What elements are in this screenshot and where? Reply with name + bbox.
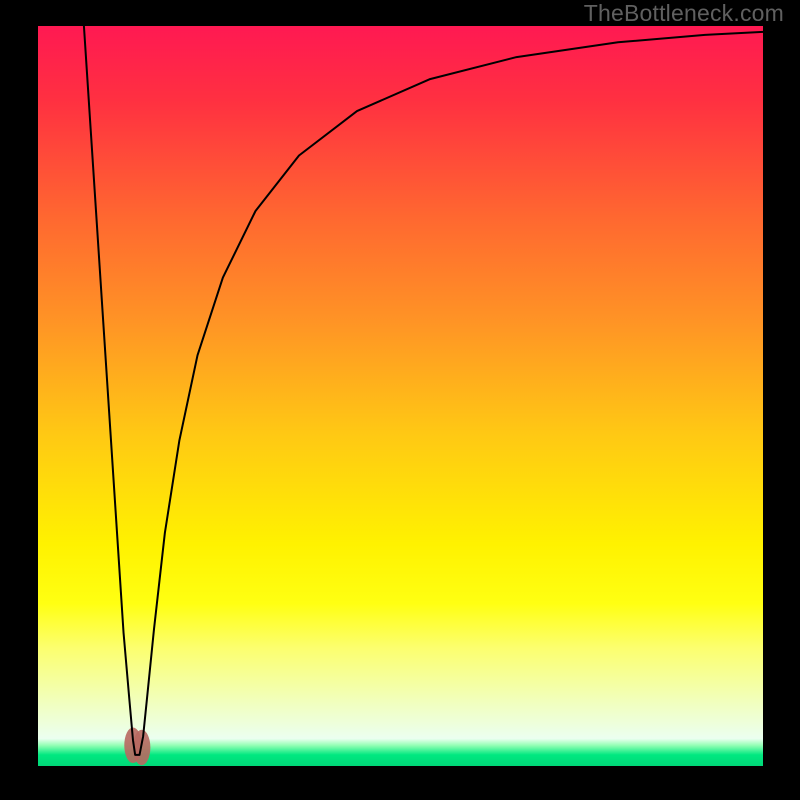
chart-background — [38, 26, 763, 766]
chart-svg — [38, 26, 763, 766]
watermark-text: TheBottleneck.com — [584, 0, 784, 27]
blob-group — [124, 728, 150, 766]
chart-plot-area — [38, 26, 763, 766]
